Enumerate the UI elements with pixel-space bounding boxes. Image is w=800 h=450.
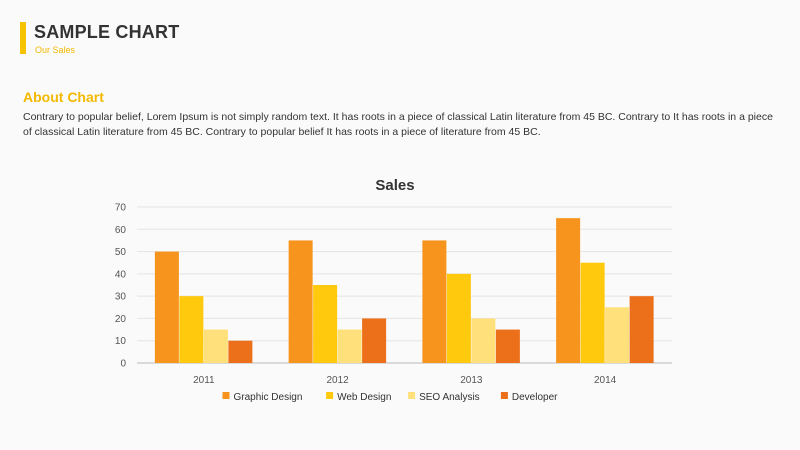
x-tick-label: 2013: [460, 375, 483, 386]
bar-graphic-design-2011: [154, 251, 179, 363]
legend-swatch: [326, 392, 334, 399]
bar-web-design-2014: [580, 262, 605, 363]
y-tick-label: 50: [115, 247, 127, 258]
bar-developer-2013: [495, 329, 520, 363]
bar-seo-analysis-2012: [337, 329, 362, 363]
y-tick-label: 10: [115, 336, 127, 347]
legend-label: Graphic Design: [234, 392, 303, 403]
about-heading: About Chart: [23, 89, 104, 105]
page-title: SAMPLE CHART: [34, 22, 180, 42]
y-tick-label: 0: [120, 359, 126, 370]
y-tick-label: 30: [115, 292, 127, 303]
bar-developer-2014: [629, 296, 654, 363]
bar-seo-analysis-2014: [605, 307, 630, 363]
y-tick-label: 20: [115, 314, 127, 325]
bar-seo-analysis-2011: [203, 329, 228, 363]
bar-graphic-design-2013: [422, 240, 447, 363]
y-tick-label: 40: [115, 269, 127, 280]
about-text: Contrary to popular belief, Lorem Ipsum …: [23, 111, 773, 138]
bar-graphic-design-2012: [288, 240, 313, 363]
bar-developer-2011: [228, 340, 253, 363]
x-tick-label: 2014: [594, 375, 617, 386]
bar-web-design-2011: [179, 296, 204, 363]
bar-developer-2012: [362, 318, 387, 363]
chart-title: Sales: [375, 177, 414, 194]
bar-seo-analysis-2013: [471, 318, 496, 363]
legend-swatch: [500, 392, 508, 399]
legend-label: Web Design: [337, 392, 391, 403]
y-tick-label: 60: [115, 225, 127, 236]
y-tick-label: 70: [115, 203, 127, 214]
legend-swatch: [222, 392, 230, 399]
x-tick-label: 2011: [193, 375, 215, 386]
x-tick-label: 2012: [327, 375, 350, 386]
title-accent-bar: [20, 22, 26, 54]
bar-graphic-design-2014: [556, 218, 581, 363]
legend-label: SEO Analysis: [419, 392, 480, 403]
bar-web-design-2012: [313, 285, 338, 363]
legend-swatch: [408, 392, 416, 399]
legend-label: Developer: [512, 392, 558, 403]
bar-web-design-2013: [446, 273, 471, 363]
page-subtitle: Our Sales: [35, 45, 76, 55]
